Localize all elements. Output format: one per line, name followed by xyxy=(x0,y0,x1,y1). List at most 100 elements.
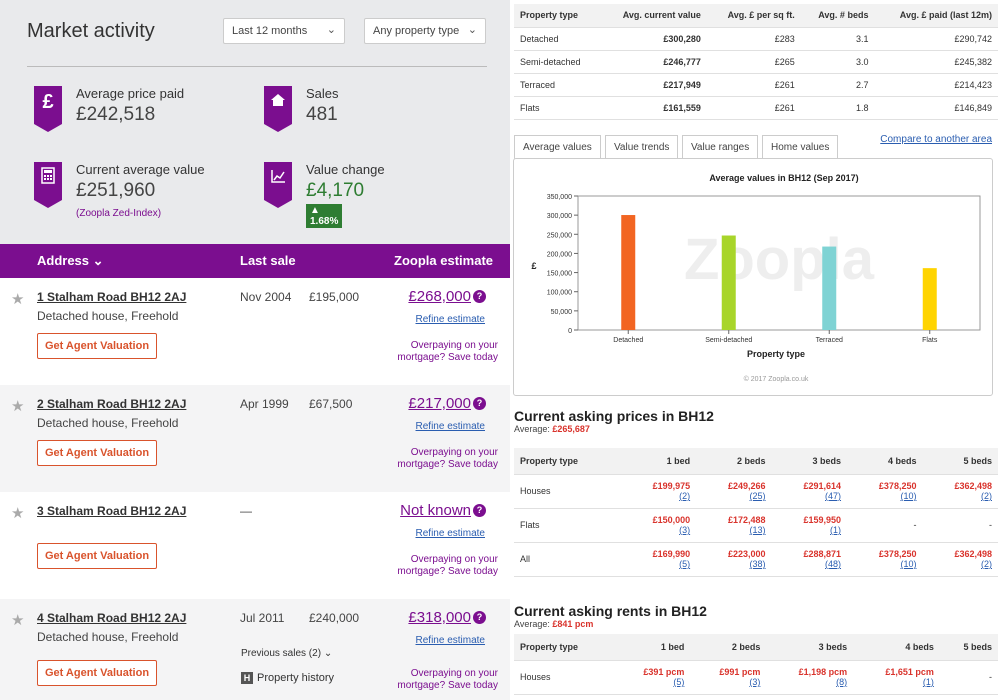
listing-count-link[interactable]: (3) xyxy=(679,525,691,535)
refine-estimate-link[interactable]: Refine estimate xyxy=(415,421,485,432)
zoopla-estimate-link[interactable]: £217,000 xyxy=(408,395,471,412)
listing-count-link[interactable]: (3) xyxy=(749,677,761,687)
zoopla-estimate-link[interactable]: £318,000 xyxy=(408,609,471,626)
table-cell: £378,250 (10) xyxy=(847,542,923,577)
refine-estimate-link[interactable]: Refine estimate xyxy=(415,635,485,646)
overpaying-link[interactable]: Overpaying on your mortgage? Save today xyxy=(397,554,498,577)
overpaying-link[interactable]: Overpaying on your mortgage? Save today xyxy=(397,668,498,691)
property-address-link[interactable]: 3 Stalham Road BH12 2AJ xyxy=(37,504,187,518)
bar-detached xyxy=(621,215,636,330)
tab-average-values[interactable]: Average values xyxy=(514,135,601,159)
zoopla-estimate-link[interactable]: Not known xyxy=(400,502,471,519)
asking-prices-title: Current asking prices in BH12 xyxy=(514,408,714,424)
chart-title: Average values in BH12 (Sep 2017) xyxy=(709,173,858,183)
listing-count-link[interactable]: (8) xyxy=(836,677,848,687)
asking-prices-average: Average: £265,687 xyxy=(514,424,590,434)
help-icon[interactable]: ? xyxy=(473,290,486,303)
tab-value-ranges[interactable]: Value ranges xyxy=(682,135,759,159)
divider xyxy=(27,66,487,67)
column-header: 3 beds xyxy=(766,634,854,661)
column-header: 1 bed xyxy=(620,448,697,475)
asking-price-value: £378,250 xyxy=(878,549,917,559)
listing-count-link[interactable]: (1) xyxy=(830,525,842,535)
chevron-down-icon: ⌄ xyxy=(323,648,333,659)
asking-price-value: £199,975 xyxy=(652,481,691,491)
table-cell: £261 xyxy=(706,96,801,120)
column-header: Property type xyxy=(514,634,615,661)
listing-count-link[interactable]: (2) xyxy=(981,491,992,501)
zoopla-estimate-link[interactable]: £268,000 xyxy=(408,288,471,305)
compare-area-link[interactable]: Compare to another area xyxy=(880,134,992,145)
tab-home-values[interactable]: Home values xyxy=(762,135,839,159)
chart-plot-area: 0 50,000 100,000 150,000 200,000 250,000 300,0… xyxy=(547,194,981,344)
y-tick-label: 300,000 xyxy=(547,213,572,220)
star-icon[interactable]: ★ xyxy=(11,612,25,629)
star-icon[interactable]: ★ xyxy=(11,398,25,415)
refine-estimate-link[interactable]: Refine estimate xyxy=(415,528,485,539)
overpaying-link[interactable]: Overpaying on your mortgage? Save today xyxy=(397,340,498,363)
table-cell: 3.0 xyxy=(800,50,875,74)
asking-price-value: £362,498 xyxy=(954,549,992,559)
previous-sales-toggle[interactable]: Previous sales (2) ⌄ xyxy=(241,648,332,659)
asking-prices-table: Property type 1 bed 2 beds 3 beds 4 beds… xyxy=(514,448,998,577)
listing-count-link[interactable]: (5) xyxy=(679,559,691,569)
y-axis-label: £ xyxy=(531,261,536,271)
agent-valuation-button[interactable]: Get Agent Valuation xyxy=(37,543,157,569)
asking-price-value: £159,950 xyxy=(803,515,842,525)
property-address-link[interactable]: 2 Stalham Road BH12 2AJ xyxy=(37,397,187,411)
asking-price-value: £378,250 xyxy=(878,481,917,491)
y-tick-label: 50,000 xyxy=(551,309,573,316)
listing-count-link[interactable]: (1) xyxy=(922,677,934,687)
table-cell: £362,498 (2) xyxy=(922,474,998,509)
property-description: Detached house, Freehold xyxy=(37,309,179,323)
asking-price-value: £249,266 xyxy=(728,481,766,491)
property-address-link[interactable]: 1 Stalham Road BH12 2AJ xyxy=(37,290,187,304)
agent-valuation-button[interactable]: Get Agent Valuation xyxy=(37,660,157,686)
star-icon[interactable]: ★ xyxy=(11,505,25,522)
property-address-link[interactable]: 4 Stalham Road BH12 2AJ xyxy=(37,611,187,625)
period-dropdown[interactable]: Last 12 months ⌄ xyxy=(223,18,345,44)
property-type-dropdown[interactable]: Any property type ⌄ xyxy=(364,18,486,44)
asking-rent-value: £1,651 pcm xyxy=(885,667,934,677)
chevron-down-icon: ⌄ xyxy=(467,24,477,36)
listing-count-link[interactable]: (10) xyxy=(900,491,917,501)
empty-value: - xyxy=(913,520,917,530)
y-tick-label: 0 xyxy=(568,328,572,335)
table-cell: - xyxy=(939,660,998,695)
property-history-link[interactable]: H Property history xyxy=(241,672,334,684)
agent-valuation-button[interactable]: Get Agent Valuation xyxy=(37,333,157,359)
help-icon[interactable]: ? xyxy=(473,611,486,624)
listing-count-link[interactable]: (2) xyxy=(679,491,691,501)
star-icon[interactable]: ★ xyxy=(11,291,25,308)
listing-count-link[interactable]: (5) xyxy=(673,677,685,687)
table-cell: Semi-detached xyxy=(514,50,600,74)
x-tick-label: Terraced xyxy=(816,337,843,344)
address-sort-header[interactable]: Address ⌄ xyxy=(37,253,104,269)
market-activity-panel: Market activity Last 12 months ⌄ Any pro… xyxy=(0,0,510,244)
column-header: 4 beds xyxy=(853,634,940,661)
x-tick-label: Semi-detached xyxy=(705,337,752,344)
property-history-label: Property history xyxy=(257,672,335,684)
listing-count-link[interactable]: (10) xyxy=(900,559,917,569)
table-cell: £161,559 xyxy=(599,96,707,120)
refine-estimate-link[interactable]: Refine estimate xyxy=(415,314,485,325)
listing-count-link[interactable]: (47) xyxy=(825,491,842,501)
table-cell: £362,498 (2) xyxy=(922,542,998,577)
help-icon[interactable]: ? xyxy=(473,397,486,410)
tab-value-trends[interactable]: Value trends xyxy=(605,135,679,159)
avg-price-label: Average price paid xyxy=(76,86,185,101)
help-icon[interactable]: ? xyxy=(473,504,486,517)
agent-valuation-button[interactable]: Get Agent Valuation xyxy=(37,440,157,466)
column-header: 5 beds xyxy=(939,634,998,661)
listing-count-link[interactable]: (2) xyxy=(981,559,992,569)
listing-count-link[interactable]: (48) xyxy=(825,559,842,569)
listing-count-link[interactable]: (13) xyxy=(749,525,766,535)
table-cell: £391 pcm (5) xyxy=(614,660,691,695)
listing-count-link[interactable]: (25) xyxy=(749,491,766,501)
table-row: Houses £199,975 (2) £249,266 (25) £291,614… xyxy=(514,474,998,509)
property-type-cell: Flats xyxy=(514,508,621,543)
property-type-cell: Houses xyxy=(514,660,615,695)
listing-count-link[interactable]: (38) xyxy=(749,559,766,569)
column-header: Avg. £ per sq ft. xyxy=(706,4,801,28)
overpaying-link[interactable]: Overpaying on your mortgage? Save today xyxy=(397,447,498,470)
